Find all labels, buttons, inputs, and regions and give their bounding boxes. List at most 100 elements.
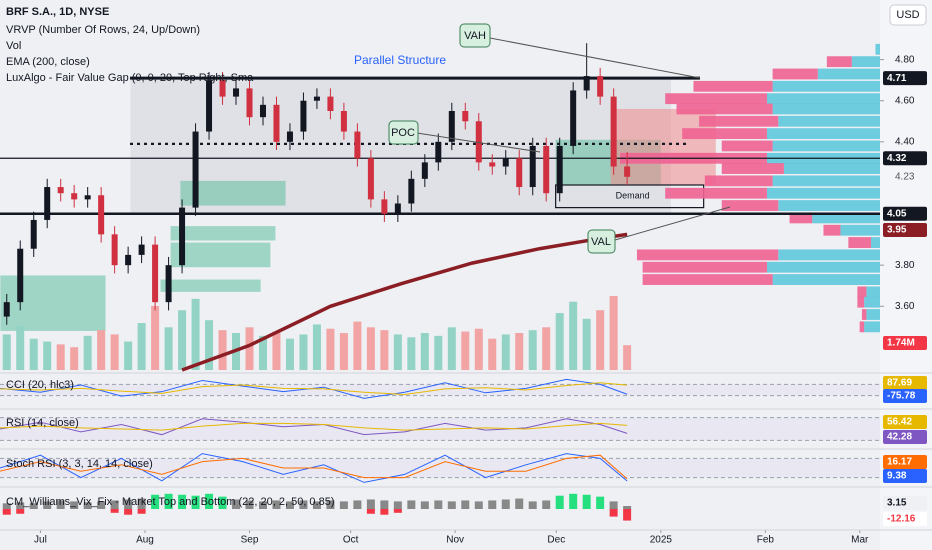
profile-up — [766, 261, 880, 273]
volume-bar — [312, 324, 321, 370]
candle-body — [192, 131, 199, 208]
histogram-bar — [299, 500, 308, 509]
histogram-bar — [56, 500, 65, 509]
candle-body — [206, 80, 213, 132]
candle-body — [165, 265, 172, 303]
histogram-bar — [191, 495, 200, 509]
profile-up — [817, 68, 880, 80]
volume-bar — [515, 333, 524, 370]
histogram-bar — [339, 501, 348, 509]
volume-bar — [609, 296, 618, 370]
histogram-bar — [218, 496, 227, 509]
histogram-bar — [124, 509, 133, 515]
histogram-bar — [43, 501, 52, 509]
profile-up — [772, 274, 880, 285]
volume-bar — [380, 330, 389, 370]
candle-body — [84, 195, 91, 200]
candle-body — [300, 100, 307, 132]
candle-body — [44, 187, 51, 220]
candle-body — [125, 254, 132, 266]
x-tick-label: Nov — [446, 535, 464, 546]
zone — [170, 226, 276, 241]
annotation-box — [459, 23, 491, 48]
candle-body — [624, 166, 631, 177]
histogram-bar — [353, 500, 362, 509]
volume-bar — [434, 335, 443, 370]
candle-body — [489, 162, 496, 167]
candle-body — [57, 187, 64, 194]
profile-down — [721, 200, 779, 211]
volume-bar — [151, 305, 160, 370]
zone — [0, 275, 106, 331]
profile-up — [778, 249, 880, 261]
profile-down — [682, 128, 767, 140]
candle-body — [179, 207, 186, 266]
profile-down — [772, 68, 818, 80]
annotation-box — [587, 229, 616, 254]
currency-label[interactable]: USD — [896, 9, 919, 21]
volume-bar — [474, 328, 483, 370]
price-badge — [883, 455, 927, 469]
volume-bar — [366, 327, 375, 370]
histogram-bar — [366, 509, 375, 514]
candle-body — [394, 203, 401, 214]
volume-bar — [137, 323, 146, 370]
price-badge-label: 3.15 — [887, 498, 907, 509]
profile-up — [840, 224, 880, 236]
volume-bar — [29, 338, 38, 370]
histogram-bar — [285, 501, 294, 509]
price-badge-label: 1.74M — [887, 338, 915, 349]
profile-up — [778, 115, 880, 127]
x-tick-label: Dec — [547, 535, 565, 546]
histogram-bar — [609, 501, 618, 509]
volume-bar — [299, 334, 308, 370]
volume-bar — [623, 345, 632, 370]
annotation: Parallel Structure — [354, 53, 446, 67]
volume-bar — [245, 327, 254, 370]
profile-down — [859, 321, 865, 333]
price-badge — [883, 376, 927, 390]
histogram-bar — [124, 499, 133, 509]
indicator-title: CCI (20, hlc3) — [6, 379, 74, 391]
price-badge — [883, 389, 927, 403]
profile-up — [766, 128, 880, 140]
profile-up — [870, 237, 880, 248]
volume-bar — [56, 344, 65, 370]
candle-body — [233, 88, 240, 97]
histogram-bar — [582, 494, 591, 509]
histogram-bar — [501, 499, 510, 509]
candle-body — [273, 104, 280, 142]
profile-up — [772, 175, 880, 187]
candle-body — [286, 131, 293, 142]
histogram-bar — [420, 501, 429, 509]
candle-body — [219, 80, 226, 97]
x-tick-label: Mar — [851, 535, 869, 546]
indicator-label: Vol — [6, 40, 21, 52]
candle-body — [138, 244, 145, 255]
volume-bar — [461, 331, 470, 370]
candle-body — [71, 193, 78, 200]
y-tick-label: 4.60 — [895, 95, 915, 106]
candle-body — [381, 199, 388, 214]
candle-body — [408, 178, 415, 204]
candle-body — [3, 302, 10, 317]
profile-down — [676, 103, 773, 115]
volume-bar — [569, 301, 578, 370]
annotation: VAL — [591, 236, 611, 248]
histogram-bar — [528, 501, 537, 509]
indicator-line — [0, 454, 628, 480]
candle-body — [152, 244, 159, 303]
profile-down — [721, 140, 773, 152]
volume-bar — [488, 338, 497, 370]
profile-down — [665, 93, 767, 105]
currency-button[interactable] — [889, 4, 927, 26]
profile-up — [766, 187, 880, 199]
price-badge-label: 4.05 — [887, 208, 907, 219]
price-badge — [883, 469, 927, 483]
indicator-label: LuxAlgo - Fair Value Gap (0, 0, 20, Top … — [6, 72, 254, 84]
candle-body — [367, 158, 374, 200]
zone — [170, 242, 271, 268]
profile-up — [812, 212, 880, 224]
candle-body — [516, 158, 523, 188]
